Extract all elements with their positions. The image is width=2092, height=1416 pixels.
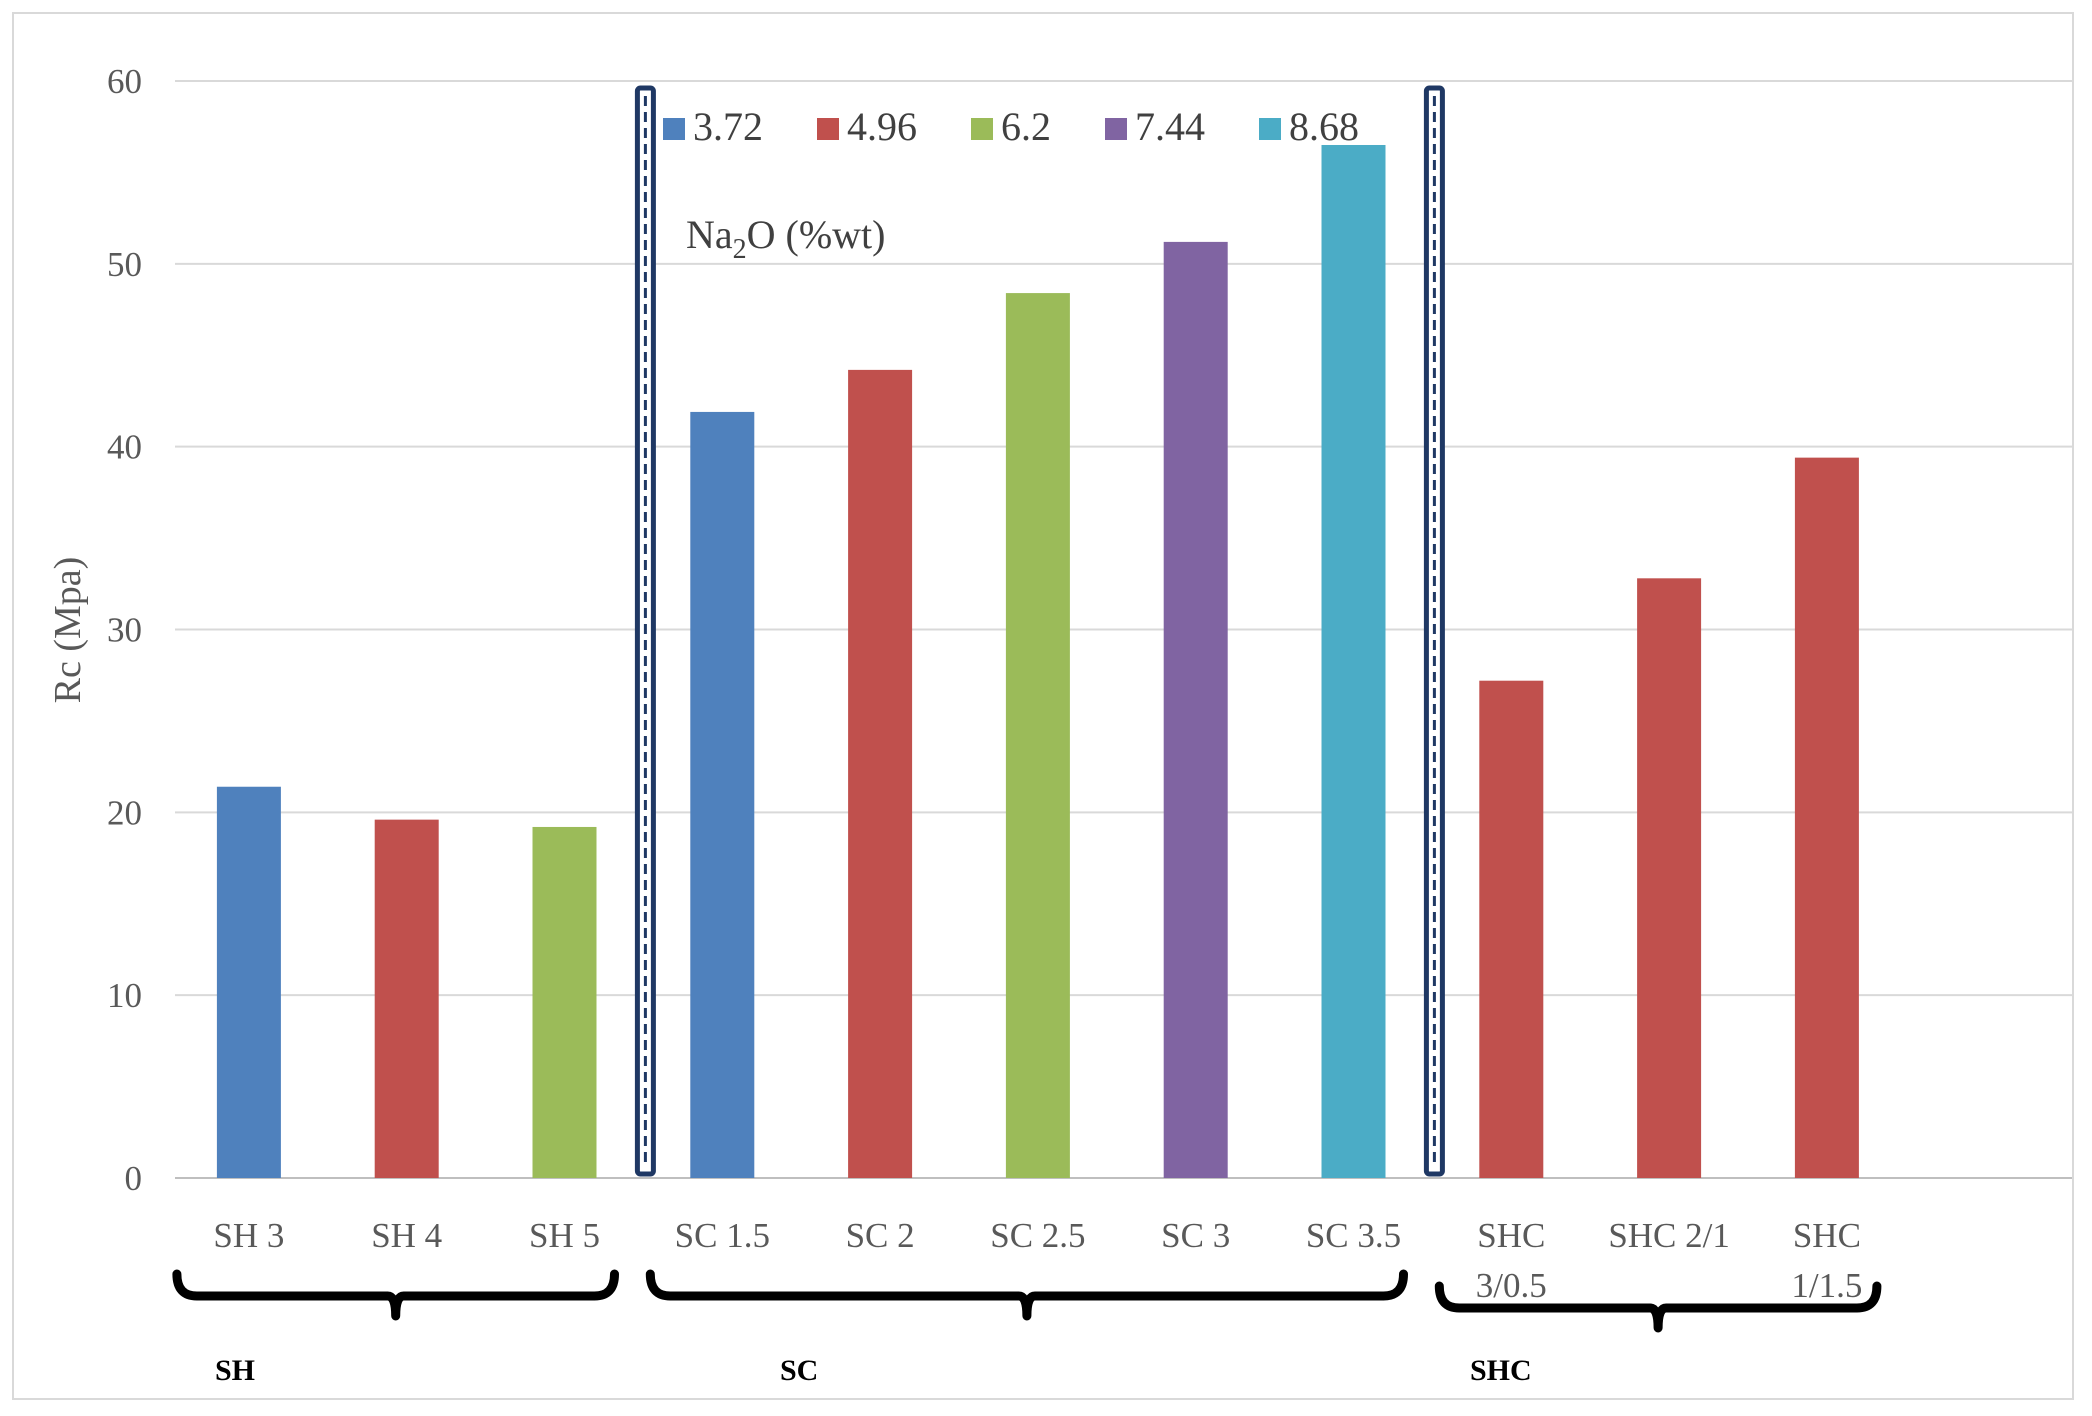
bar-2: [532, 826, 597, 1178]
legend-label-2: 6.2: [1001, 104, 1051, 149]
y-tick-label: 50: [107, 245, 142, 284]
legend-swatch-0: [663, 118, 685, 140]
x-tick-label: SC 1.5: [675, 1216, 770, 1255]
bar-9: [1637, 578, 1702, 1178]
group-label-shc: SHC: [1470, 1354, 1532, 1387]
x-tick-label: SH 4: [371, 1216, 442, 1255]
group-label-sh: SH: [215, 1354, 255, 1387]
legend-label-1: 4.96: [847, 104, 917, 149]
x-tick-label: SH 3: [213, 1216, 284, 1255]
bar-3: [690, 411, 755, 1178]
x-tick-label: SC 3: [1161, 1216, 1230, 1255]
legend-label-4: 8.68: [1289, 104, 1359, 149]
bar-8: [1479, 680, 1544, 1178]
y-tick-label: 20: [107, 793, 142, 832]
bar-7: [1321, 144, 1386, 1178]
group-brace-sc: [645, 1269, 1408, 1321]
x-tick-label: SHC: [1477, 1216, 1545, 1255]
bar-0: [216, 786, 281, 1178]
x-tick-label: SH 5: [529, 1216, 600, 1255]
x-tick-label: SC 2: [846, 1216, 915, 1255]
group-label-sc: SC: [780, 1354, 818, 1387]
bar-4: [848, 369, 913, 1178]
x-tick-label: SHC: [1793, 1216, 1861, 1255]
y-tick-label: 60: [107, 62, 142, 101]
y-tick-label: 30: [107, 611, 142, 650]
bar-10: [1794, 457, 1859, 1178]
y-axis-label: Rc (Mpa): [47, 557, 89, 704]
bar-6: [1163, 241, 1228, 1179]
y-tick-label: 10: [107, 976, 142, 1015]
legend-label-3: 7.44: [1135, 104, 1205, 149]
legend-label-0: 3.72: [693, 104, 763, 149]
bar-1: [374, 819, 439, 1178]
x-tick-label: SC 3.5: [1306, 1216, 1401, 1255]
y-tick-label: 40: [107, 428, 142, 467]
legend-swatch-4: [1259, 118, 1281, 140]
group-brace-shc: [1434, 1281, 1882, 1333]
y-tick-label: 0: [125, 1159, 143, 1198]
legend-title: Na2O (%wt): [686, 212, 886, 265]
x-tick-label: 3/0.5: [1476, 1266, 1547, 1305]
x-tick-label: SHC 2/1: [1608, 1216, 1730, 1255]
group-brace-sh: [172, 1269, 619, 1321]
legend-swatch-3: [1105, 118, 1127, 140]
legend-swatch-1: [817, 118, 839, 140]
x-tick-label: SC 2.5: [990, 1216, 1085, 1255]
legend-swatch-2: [971, 118, 993, 140]
bar-5: [1005, 293, 1070, 1178]
x-tick-label: 1/1.5: [1791, 1266, 1862, 1305]
